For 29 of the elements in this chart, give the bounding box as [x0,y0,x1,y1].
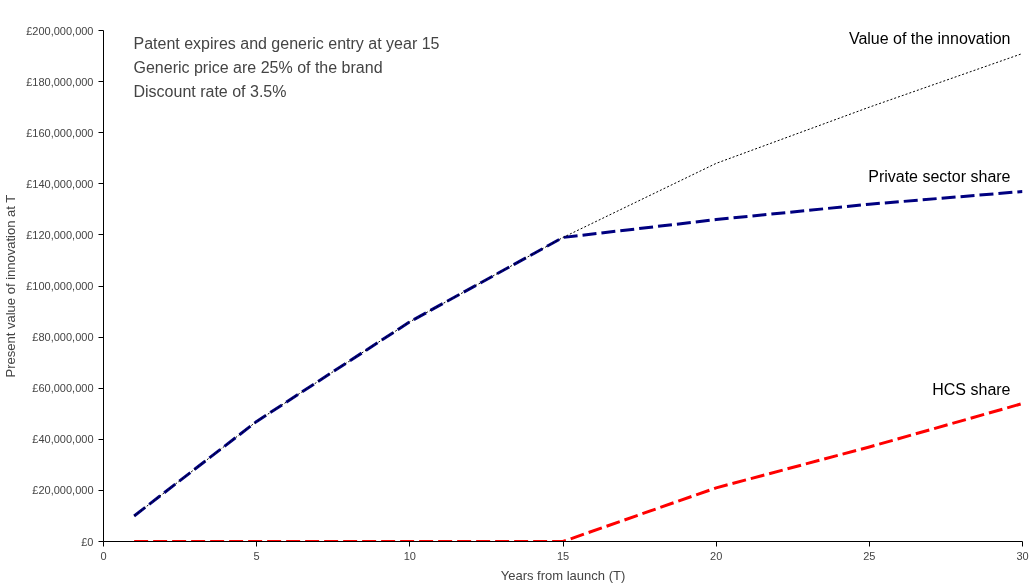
y-tick-label: £60,000,000 [32,382,94,395]
series-label: Value of the innovation [848,30,1011,48]
y-tick-label: £120,000,000 [26,228,94,241]
x-tick-label: 5 [253,549,260,562]
y-tick-label: £200,000,000 [26,24,94,37]
series-label: HCS share [932,380,1011,398]
y-tick-label: £0 [81,535,94,548]
x-tick-label: 15 [556,549,570,562]
x-axis-title: Years from launch (T) [500,567,626,583]
y-tick-label: £100,000,000 [26,280,94,292]
y-tick-label: £160,000,000 [26,126,94,139]
y-tick-label: £80,000,000 [32,331,94,344]
line-series [132,189,1023,518]
y-tick-label: £180,000,000 [26,75,94,88]
x-tick-label: 20 [710,549,723,562]
y-axis-title: Present value of innovation at T [3,194,19,378]
x-tick-label: 10 [403,549,416,562]
annotation: Discount rate of 3.5% [133,82,287,100]
y-tick-label: £140,000,000 [26,177,94,190]
annotation: Generic price are 25% of the brand [133,58,383,76]
annotation: Patent expires and generic entry at year 15 [133,34,440,52]
y-tick-label: £20,000,000 [32,484,94,497]
x-tick-label: 0 [100,549,107,562]
x-tick-label: 25 [863,549,876,562]
line-series [133,52,1023,517]
y-tick-label: £40,000,000 [32,433,94,446]
line-series [132,402,1023,542]
series-label: Private sector share [868,168,1011,186]
x-tick-label: 30 [1016,549,1029,562]
